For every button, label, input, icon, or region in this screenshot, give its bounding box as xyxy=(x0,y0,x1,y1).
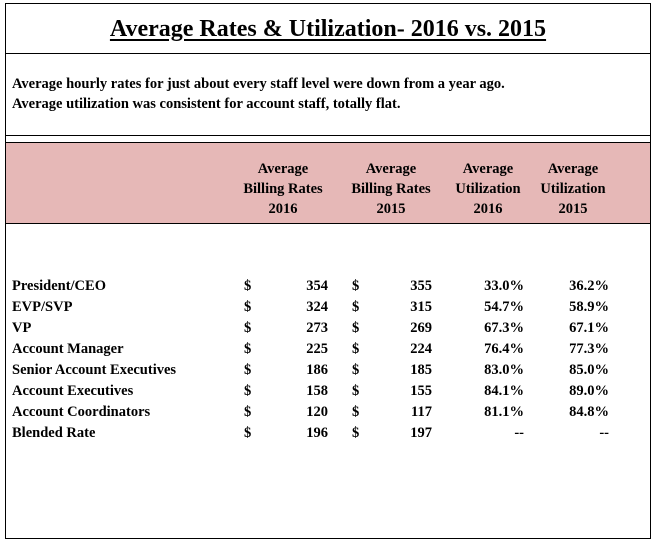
row-label: President/CEO xyxy=(12,278,106,294)
table-row: VP $ 273 $ 269 67.3% 67.1% xyxy=(6,318,650,339)
utilization-2016: 76.4% xyxy=(484,341,524,357)
column-header-line: Average xyxy=(365,161,417,177)
table-row: Account Manager $ 225 $ 224 76.4% 77.3% xyxy=(6,339,650,360)
currency-symbol: $ xyxy=(352,362,360,378)
utilization-2016: 54.7% xyxy=(484,299,524,315)
rate-2016: 120 xyxy=(306,404,328,420)
utilization-2015: 85.0% xyxy=(569,362,609,378)
column-header-line: Average xyxy=(462,161,514,177)
currency-symbol: $ xyxy=(352,299,360,315)
utilization-2016: -- xyxy=(514,425,524,441)
report-summary: Average hourly rates for just about ever… xyxy=(12,74,505,114)
rate-2016: 186 xyxy=(306,362,328,378)
currency-symbol: $ xyxy=(244,299,252,315)
column-header-line: Billing Rates xyxy=(351,181,431,197)
utilization-2015: 36.2% xyxy=(569,278,609,294)
column-header-line: 2015 xyxy=(376,201,406,217)
column-header-line: 2016 xyxy=(268,201,298,217)
report-title-text: Average Rates & Utilization- 2016 vs. 20… xyxy=(109,16,547,42)
table-row: Account Coordinators $ 120 $ 117 81.1% 8… xyxy=(6,402,650,423)
utilization-2015: 58.9% xyxy=(569,299,609,315)
rate-2015: 197 xyxy=(410,425,432,441)
column-header-line: Utilization xyxy=(540,181,606,197)
currency-symbol: $ xyxy=(244,404,252,420)
currency-symbol: $ xyxy=(352,383,360,399)
rate-2015: 224 xyxy=(410,341,432,357)
table-row: President/CEO $ 354 $ 355 33.0% 36.2% xyxy=(6,276,650,297)
rate-2015: 315 xyxy=(410,299,432,315)
row-label: Account Manager xyxy=(12,341,124,357)
rate-2016: 158 xyxy=(306,383,328,399)
rate-2015: 155 xyxy=(410,383,432,399)
table-header: Average Billing Rates 2016 Average Billi… xyxy=(6,142,650,224)
report-frame: Average Rates & Utilization- 2016 vs. 20… xyxy=(5,3,651,539)
table-row: Senior Account Executives $ 186 $ 185 83… xyxy=(6,360,650,381)
column-header-rate-2016: Average Billing Rates 2016 xyxy=(228,159,338,219)
utilization-2015: 67.1% xyxy=(569,320,609,336)
utilization-2015: 84.8% xyxy=(569,404,609,420)
currency-symbol: $ xyxy=(244,425,252,441)
utilization-2016: 84.1% xyxy=(484,383,524,399)
column-header-line: Average xyxy=(257,161,309,177)
column-header-util-2016: Average Utilization 2016 xyxy=(444,159,532,219)
rate-2016: 354 xyxy=(306,278,328,294)
table-row: EVP/SVP $ 324 $ 315 54.7% 58.9% xyxy=(6,297,650,318)
row-label: Senior Account Executives xyxy=(12,362,177,378)
rate-2016: 196 xyxy=(306,425,328,441)
rate-2016: 324 xyxy=(306,299,328,315)
table-row: Account Executives $ 158 $ 155 84.1% 89.… xyxy=(6,381,650,402)
row-label: VP xyxy=(12,320,32,336)
divider xyxy=(6,53,650,54)
rate-2015: 355 xyxy=(410,278,432,294)
currency-symbol: $ xyxy=(352,425,360,441)
utilization-2016: 67.3% xyxy=(484,320,524,336)
utilization-2016: 83.0% xyxy=(484,362,524,378)
column-header-line: Utilization xyxy=(455,181,521,197)
table-row: Blended Rate $ 196 $ 197 -- -- xyxy=(6,423,650,444)
rate-2015: 269 xyxy=(410,320,432,336)
rate-2016: 225 xyxy=(306,341,328,357)
utilization-2015: 77.3% xyxy=(569,341,609,357)
row-label: Account Coordinators xyxy=(12,404,151,420)
report-title: Average Rates & Utilization- 2016 vs. 20… xyxy=(6,16,650,43)
row-label: Blended Rate xyxy=(12,425,96,441)
utilization-2016: 81.1% xyxy=(484,404,524,420)
currency-symbol: $ xyxy=(244,362,252,378)
column-header-util-2015: Average Utilization 2015 xyxy=(532,159,614,219)
currency-symbol: $ xyxy=(352,278,360,294)
row-label: Account Executives xyxy=(12,383,134,399)
utilization-2016: 33.0% xyxy=(484,278,524,294)
currency-symbol: $ xyxy=(244,341,252,357)
summary-line-1: Average hourly rates for just about ever… xyxy=(12,76,505,92)
rate-2015: 185 xyxy=(410,362,432,378)
column-header-line: 2016 xyxy=(473,201,503,217)
summary-line-2: Average utilization was consistent for a… xyxy=(12,96,401,112)
utilization-2015: -- xyxy=(599,425,609,441)
column-header-line: Average xyxy=(547,161,599,177)
divider xyxy=(6,135,650,136)
currency-symbol: $ xyxy=(244,320,252,336)
utilization-2015: 89.0% xyxy=(569,383,609,399)
currency-symbol: $ xyxy=(244,278,252,294)
currency-symbol: $ xyxy=(352,320,360,336)
currency-symbol: $ xyxy=(352,404,360,420)
column-header-line: 2015 xyxy=(558,201,588,217)
currency-symbol: $ xyxy=(352,341,360,357)
column-header-rate-2015: Average Billing Rates 2015 xyxy=(338,159,444,219)
rate-2016: 273 xyxy=(306,320,328,336)
rate-2015: 117 xyxy=(411,404,432,420)
column-header-line: Billing Rates xyxy=(243,181,323,197)
currency-symbol: $ xyxy=(244,383,252,399)
row-label: EVP/SVP xyxy=(12,299,73,315)
